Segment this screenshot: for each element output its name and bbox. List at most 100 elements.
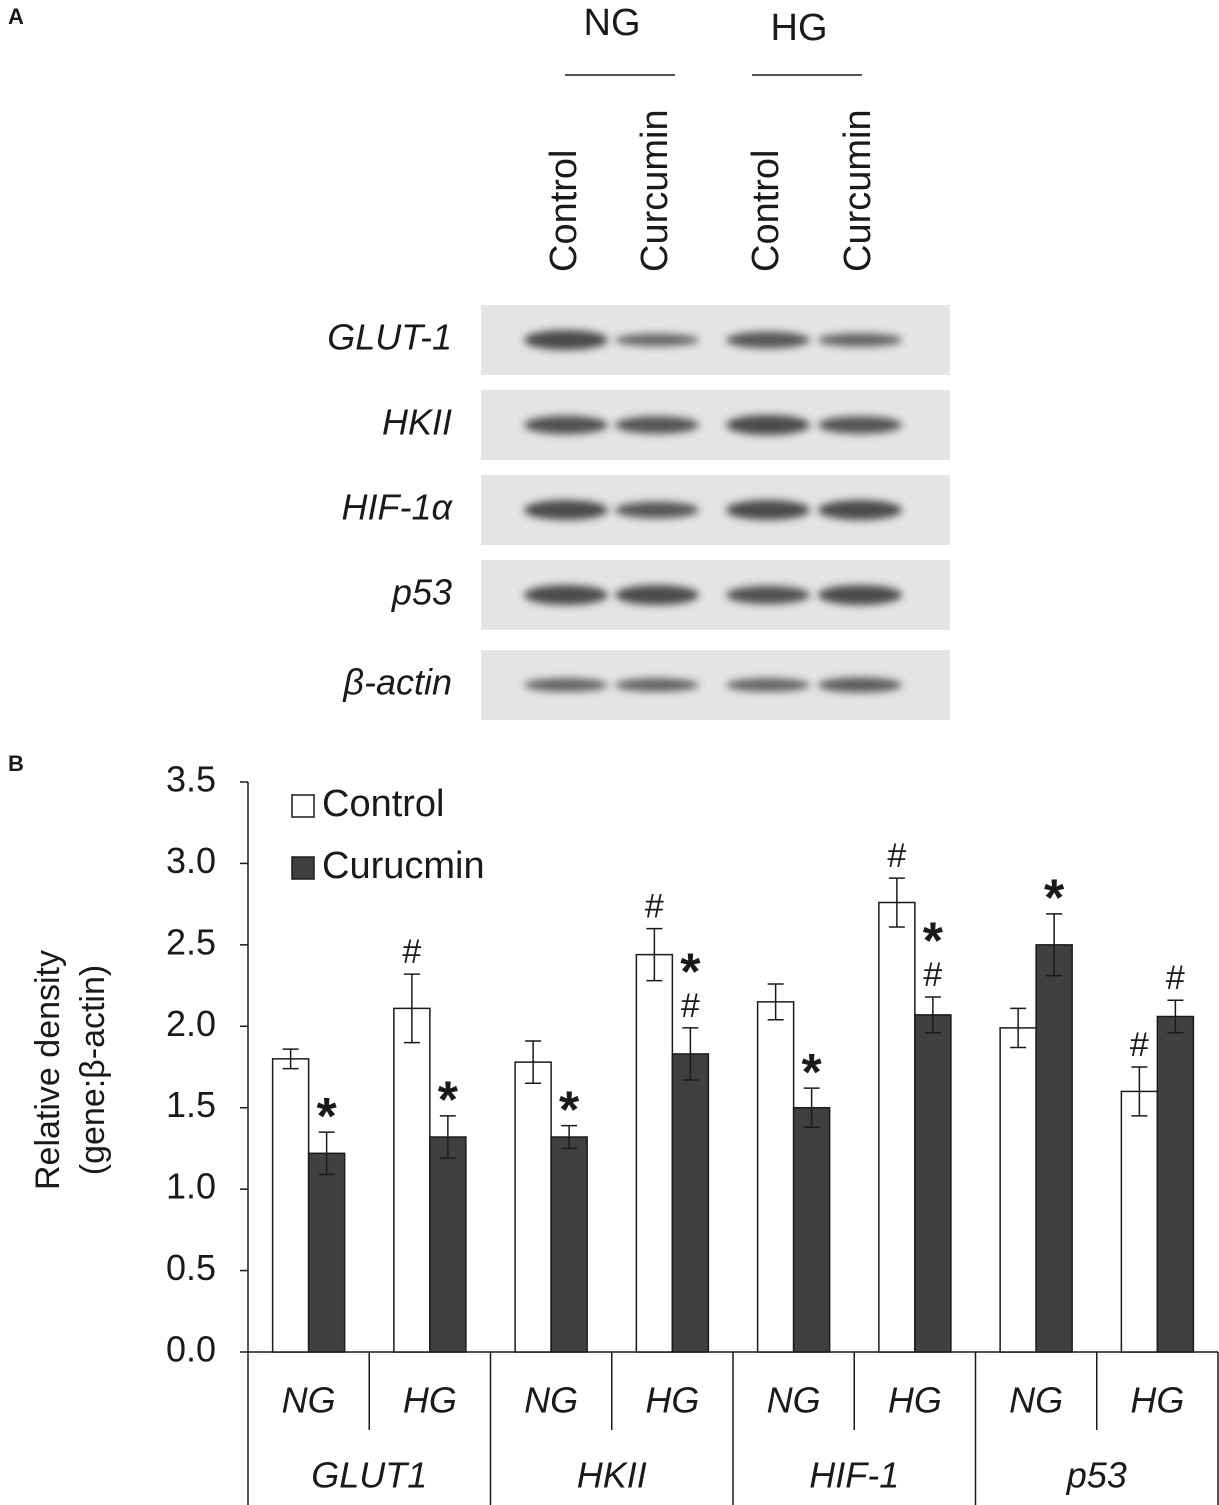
bar — [514, 1061, 552, 1353]
blot-band — [615, 501, 699, 519]
significance-mark: # — [1166, 959, 1185, 997]
y-tick-label: 1.5 — [166, 1084, 216, 1125]
blot-band — [615, 678, 699, 692]
blot-band — [818, 585, 902, 605]
row-label: β-actin — [342, 662, 452, 703]
error-bar — [1046, 913, 1063, 977]
legend-swatch — [291, 794, 315, 818]
blot-band — [726, 331, 810, 349]
bar — [999, 1027, 1037, 1353]
error-bar — [646, 927, 663, 982]
legend-swatch — [291, 856, 315, 880]
significance-mark: # — [402, 933, 421, 971]
x-tick-label: NG — [282, 1380, 336, 1421]
blot-band — [524, 415, 608, 435]
lane-label: Control — [745, 150, 787, 273]
blot-band — [726, 678, 810, 692]
error-bar — [403, 973, 420, 1044]
significance-mark: * — [802, 1044, 823, 1102]
bar — [878, 901, 916, 1353]
group-label: HKII — [577, 1455, 647, 1496]
blot-band — [818, 333, 902, 347]
blot-band — [818, 416, 902, 434]
bar — [671, 1053, 710, 1353]
x-tick-label: HG — [645, 1380, 699, 1421]
significance-mark: # — [1130, 1026, 1149, 1064]
y-tick-label: 0.0 — [166, 1329, 216, 1370]
blot-band — [524, 585, 608, 605]
y-tick-label: 1.0 — [166, 1166, 216, 1207]
significance-mark: * — [680, 944, 701, 1002]
significance-mark: # — [887, 837, 906, 875]
x-tick-label: NG — [767, 1380, 821, 1421]
lane-label: Curcumin — [837, 109, 879, 272]
error-bar — [1010, 1007, 1027, 1049]
y-tick-label: 3.0 — [166, 840, 216, 881]
bar — [1120, 1090, 1159, 1353]
legend-label: Control — [322, 783, 445, 825]
error-bar — [525, 1040, 542, 1085]
error-bar — [682, 1027, 699, 1081]
significance-mark: # — [681, 987, 700, 1025]
lane-label: Curcumin — [634, 109, 676, 272]
bar — [429, 1136, 467, 1353]
y-axis-label: (gene:β-actin) — [74, 965, 112, 1175]
bar — [756, 1001, 795, 1353]
panel-label: B — [8, 751, 24, 776]
error-bar — [439, 1115, 456, 1159]
y-tick-label: 0.5 — [166, 1247, 216, 1288]
error-bar — [767, 983, 784, 1021]
bar — [550, 1136, 588, 1353]
y-tick-label: 2.5 — [166, 921, 216, 962]
blot-band — [615, 585, 699, 605]
group-label: NG — [584, 2, 641, 44]
x-tick-label: NG — [1009, 1380, 1063, 1421]
error-bar — [803, 1087, 820, 1129]
group-label: p53 — [1066, 1455, 1127, 1496]
x-tick-label: HG — [888, 1380, 942, 1421]
blot-band — [726, 500, 810, 520]
panel-label: A — [8, 4, 24, 29]
row-label: p53 — [391, 572, 452, 613]
significance-mark: * — [559, 1081, 580, 1139]
lane-label: Control — [543, 150, 585, 273]
bar — [792, 1106, 831, 1353]
x-tick-label: NG — [524, 1380, 578, 1421]
significance-mark: * — [1044, 870, 1065, 928]
group-label: HG — [771, 7, 828, 49]
blot-band — [524, 500, 608, 520]
bar — [271, 1058, 310, 1353]
row-label: GLUT-1 — [327, 317, 452, 358]
error-bar — [1167, 999, 1184, 1034]
y-tick-label: 3.5 — [166, 759, 216, 800]
bar — [1156, 1015, 1195, 1353]
significance-mark: # — [923, 956, 942, 994]
group-label: HIF-1 — [809, 1455, 899, 1496]
group-label: GLUT1 — [311, 1455, 427, 1496]
error-bar — [282, 1048, 299, 1070]
bar — [307, 1152, 346, 1353]
blot-band — [818, 500, 902, 520]
bar — [393, 1007, 431, 1353]
error-bar — [1131, 1066, 1148, 1117]
error-bar — [561, 1124, 578, 1150]
y-tick-label: 2.0 — [166, 1003, 216, 1044]
blot-band — [726, 415, 810, 435]
error-bar — [318, 1131, 335, 1176]
y-axis-label: Relative density — [29, 950, 67, 1190]
significance-mark: # — [645, 888, 664, 926]
blot-band — [524, 330, 608, 350]
bar — [1035, 944, 1073, 1353]
blot-band — [726, 585, 810, 605]
blot-band — [818, 677, 902, 693]
significance-mark: * — [438, 1072, 459, 1130]
row-label: HKII — [382, 402, 452, 443]
blot-band — [615, 416, 699, 434]
x-tick-label: HG — [1130, 1380, 1184, 1421]
bar — [914, 1014, 952, 1353]
row-label: HIF-1α — [341, 487, 453, 528]
blot-band — [615, 333, 699, 347]
legend-label: Curucmin — [322, 845, 485, 887]
bar — [635, 953, 674, 1353]
